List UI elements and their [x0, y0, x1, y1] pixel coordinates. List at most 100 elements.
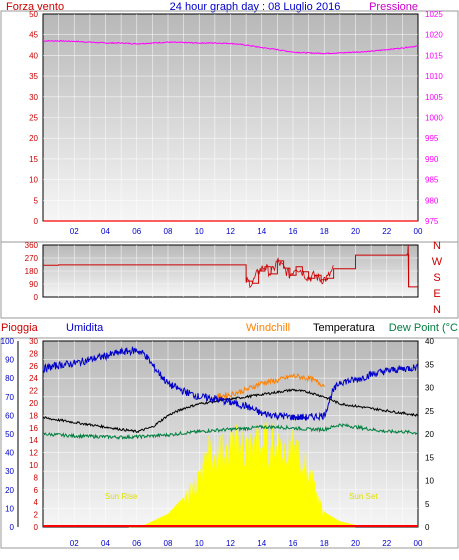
compass-label: W [432, 256, 443, 268]
wind-pressure-x-tick: 00 [414, 227, 423, 236]
dew-point-line [42, 423, 419, 440]
rain-y-tick: 2 [34, 511, 39, 520]
pressure-line [42, 39, 419, 55]
temperature-y-tick: 40 [425, 337, 434, 346]
wind-speed-y-tick: 25 [29, 114, 38, 123]
wind-speed-y-tick: 35 [29, 72, 38, 81]
legend-umidita: Umidita [66, 322, 104, 334]
weather-multi-frame [0, 337, 459, 549]
wind-pressure-x-tick: 18 [320, 227, 329, 236]
compass-label: S [433, 272, 440, 284]
pressure-axis-title: Pressione [369, 1, 418, 13]
wind-speed-y-tick: 45 [29, 31, 38, 40]
wind-direction-gusts [245, 257, 334, 289]
humidity-line [42, 346, 419, 422]
sun-rise-label: Sun Rise [105, 492, 138, 501]
rain-y-tick: 22 [29, 387, 38, 396]
wind-speed-y-tick: 0 [34, 217, 39, 226]
weather-multi-chart: 0102030405060708090100024681012141618202… [0, 337, 459, 549]
weather-multi-x-tick: 22 [382, 539, 391, 548]
rain-y-tick: 16 [29, 424, 38, 433]
legend-windchill: Windchill [246, 322, 290, 334]
sun-set-label: Sun Set [349, 492, 378, 501]
humidity-y-tick: 90 [5, 356, 14, 365]
wind-speed-y-tick: 30 [29, 93, 38, 102]
pressure-y-tick: 975 [425, 217, 439, 226]
wind-direction-line [43, 253, 418, 288]
legend-pioggia: Pioggia [1, 322, 39, 334]
humidity-y-tick: 20 [5, 486, 14, 495]
wind-pressure-x-tick: 16 [289, 227, 298, 236]
rain-y-tick: 8 [34, 473, 39, 482]
wind-speed-axis-title: Forza vento [6, 1, 64, 13]
wind-direction-spike [407, 244, 410, 287]
weather-multi-x-tick: 20 [351, 539, 360, 548]
wind-dir-y-tick: 360 [25, 241, 39, 250]
windchill-line [214, 373, 325, 400]
wind-dir-y-tick: 90 [29, 280, 38, 289]
rain-y-tick: 28 [29, 349, 38, 358]
pressure-y-tick: 990 [425, 155, 439, 164]
temperature-y-tick: 0 [425, 523, 430, 532]
temperature-y-tick: 15 [425, 453, 434, 462]
wind-speed-y-tick: 10 [29, 176, 38, 185]
pressure-y-tick: 995 [425, 134, 439, 143]
wind-dir-y-tick: 270 [25, 254, 39, 263]
rain-y-tick: 6 [34, 486, 39, 495]
rain-y-tick: 24 [29, 374, 38, 383]
temperature-y-tick: 5 [425, 500, 430, 509]
pressure-y-tick: 1000 [425, 114, 443, 123]
weather-multi-x-tick: 06 [132, 539, 141, 548]
chart-title: 24 hour graph day : 08 Luglio 2016 [170, 1, 341, 13]
pressure-y-tick: 1015 [425, 51, 443, 60]
wind-dir-y-tick: 0 [34, 293, 39, 302]
temperature-y-tick: 30 [425, 384, 434, 393]
wind-pressure-x-tick: 04 [101, 227, 110, 236]
temperature-y-tick: 25 [425, 407, 434, 416]
pressure-y-tick: 985 [425, 176, 439, 185]
compass-label: E [433, 288, 440, 300]
weather-multi-x-tick: 08 [164, 539, 173, 548]
wind-pressure-x-tick: 06 [132, 227, 141, 236]
humidity-y-tick: 100 [1, 337, 15, 346]
rain-y-tick: 12 [29, 449, 38, 458]
humidity-y-tick: 10 [5, 504, 14, 513]
pressure-y-tick: 1010 [425, 72, 443, 81]
rain-y-tick: 18 [29, 411, 38, 420]
wind-pressure-x-tick: 22 [382, 227, 391, 236]
rain-y-tick: 10 [29, 461, 38, 470]
weather-multi-x-tick: 12 [226, 539, 235, 548]
wind-speed-y-tick: 40 [29, 51, 38, 60]
wind-direction-frame [0, 241, 459, 319]
weather-multi-x-tick: 00 [414, 539, 423, 548]
weather-multi-x-tick: 18 [320, 539, 329, 548]
wind-pressure-x-tick: 08 [164, 227, 173, 236]
temperature-y-tick: 20 [425, 430, 434, 439]
weather-multi-x-tick: 14 [257, 539, 266, 548]
wind-speed-y-tick: 20 [29, 134, 38, 143]
humidity-y-tick: 0 [10, 523, 15, 532]
wind-speed-y-tick: 5 [34, 196, 39, 205]
wind-pressure-x-tick: 14 [257, 227, 266, 236]
rain-y-tick: 0 [34, 523, 39, 532]
pressure-y-tick: 1020 [425, 31, 443, 40]
humidity-y-tick: 70 [5, 393, 14, 402]
rain-y-tick: 26 [29, 362, 38, 371]
wind-pressure-x-tick: 20 [351, 227, 360, 236]
wind-pressure-x-tick: 12 [226, 227, 235, 236]
legend-temperatura: Temperatura [313, 322, 376, 334]
temperature-line [42, 388, 419, 434]
weather-multi-x-tick: 10 [195, 539, 204, 548]
humidity-y-tick: 60 [5, 411, 14, 420]
compass-label: N [433, 304, 441, 316]
rain-y-tick: 4 [34, 498, 39, 507]
wind-pressure-chart: 0510152025303540455097598098599099510001… [0, 10, 459, 243]
humidity-y-tick: 40 [5, 449, 14, 458]
pressure-y-tick: 1025 [425, 10, 443, 19]
humidity-y-tick: 50 [5, 430, 14, 439]
wind-speed-y-tick: 50 [29, 10, 38, 19]
humidity-y-tick: 80 [5, 374, 14, 383]
weather-multi-x-tick: 16 [289, 539, 298, 548]
